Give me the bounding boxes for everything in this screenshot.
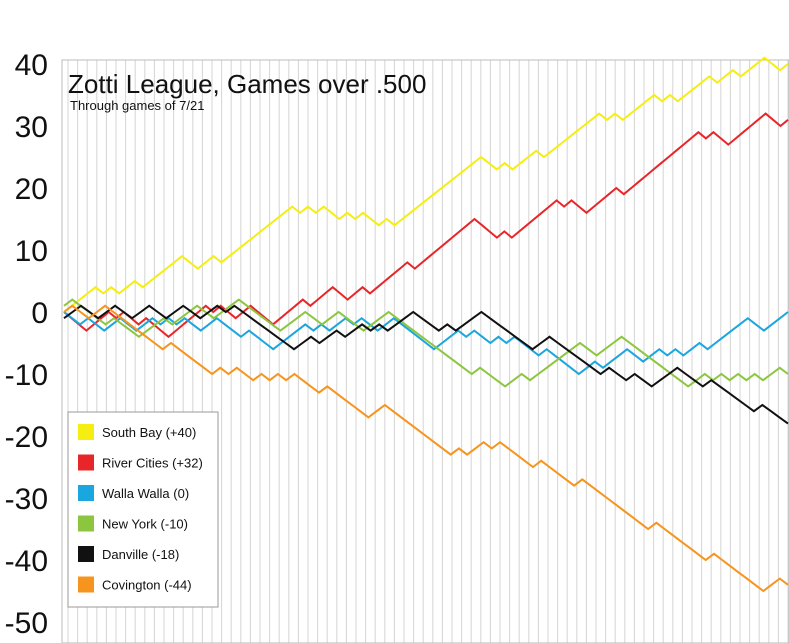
legend-swatch	[78, 515, 94, 532]
legend-swatch	[78, 576, 94, 593]
series-line	[63, 298, 789, 388]
series-line	[63, 311, 789, 376]
y-tick-label: 20	[15, 173, 48, 206]
chart-title: Zotti League, Games over .500	[68, 69, 426, 99]
chart-subtitle: Through games of 7/21	[70, 98, 204, 113]
y-axis: 40 30 20 10 0 -10 -20 -30 -40 -50	[5, 49, 48, 640]
series-lines	[63, 56, 789, 593]
legend-swatch	[78, 424, 94, 440]
plot-area	[61, 59, 789, 643]
series-line	[63, 304, 789, 425]
legend-label: River Cities (+32)	[102, 456, 203, 471]
legend-swatch	[78, 546, 94, 562]
y-tick-label: -50	[5, 607, 48, 640]
y-tick-label: -20	[5, 421, 48, 454]
legend-label: South Bay (+40)	[102, 425, 196, 440]
series-line	[63, 304, 789, 593]
legend-swatch	[78, 454, 94, 471]
legend-label: Covington (-44)	[102, 578, 192, 593]
y-tick-label: 40	[15, 49, 48, 82]
legend-box	[67, 411, 219, 608]
legend-swatch	[78, 485, 94, 501]
series-line	[63, 56, 789, 313]
series-line	[63, 112, 789, 339]
legend: South Bay (+40) River Cities (+32) Walla W…	[67, 411, 219, 608]
y-tick-label: -40	[5, 545, 48, 578]
y-tick-label: -30	[5, 483, 48, 516]
y-tick-label: 30	[15, 111, 48, 144]
y-tick-label: -10	[5, 359, 48, 392]
legend-label: New York (-10)	[102, 517, 188, 532]
y-tick-label: 10	[15, 235, 48, 268]
legend-label: Danville (-18)	[102, 547, 179, 562]
y-tick-label: 0	[31, 297, 48, 330]
legend-label: Walla Walla (0)	[102, 486, 189, 501]
